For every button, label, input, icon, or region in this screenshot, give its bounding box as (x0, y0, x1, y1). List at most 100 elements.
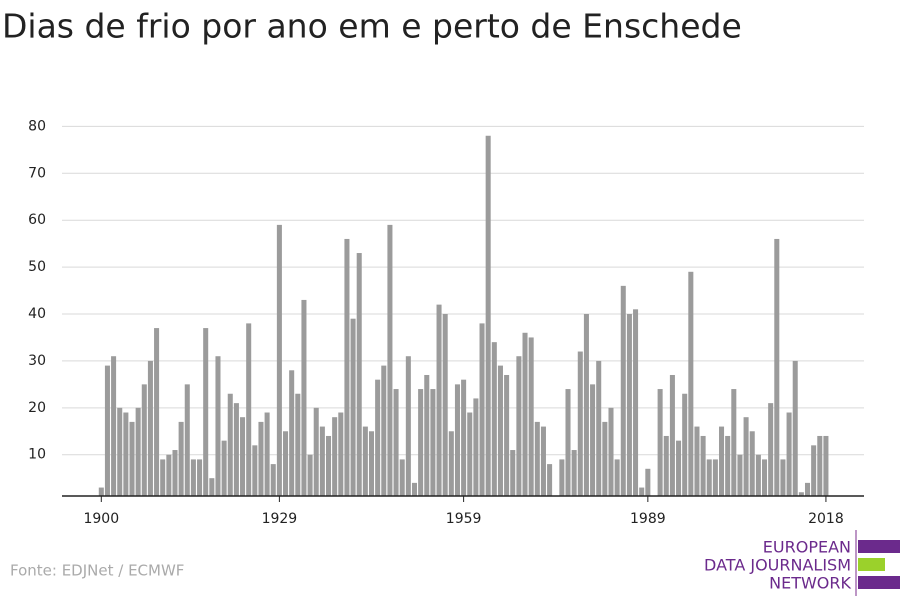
bar (620, 285, 626, 496)
bar (295, 393, 301, 496)
bar (497, 365, 503, 496)
bar (516, 356, 522, 496)
bar (743, 417, 749, 496)
logo-bar (858, 576, 900, 589)
bar (215, 356, 221, 496)
bar (344, 238, 350, 496)
bar (233, 403, 239, 496)
bar (129, 421, 135, 496)
bar (461, 379, 467, 496)
bar (633, 309, 639, 496)
bar (694, 426, 700, 496)
bar (817, 435, 823, 496)
bar (467, 412, 473, 496)
bar (442, 314, 448, 496)
bar (669, 374, 675, 496)
bar (338, 412, 344, 496)
bar (547, 464, 553, 496)
source: Fonte: EDJNet / ECMWF (10, 562, 184, 580)
bar (688, 271, 694, 496)
bar (135, 407, 141, 496)
bar (473, 398, 479, 496)
bar (319, 426, 325, 496)
bar (209, 478, 215, 496)
x-tick-label: 1989 (630, 511, 666, 527)
bar (98, 487, 104, 496)
bar (166, 454, 172, 496)
bar (792, 360, 798, 496)
bar (504, 374, 510, 496)
bar (411, 482, 418, 496)
bar (614, 459, 620, 496)
bar (479, 323, 485, 496)
y-tick-label: 30 (28, 353, 46, 369)
bar (362, 426, 368, 496)
logo-text: DATA JOURNALISM (704, 556, 851, 575)
bar (276, 224, 282, 496)
bar (571, 450, 577, 496)
bar (712, 459, 718, 496)
bar (559, 459, 565, 496)
y-tick-label: 40 (28, 306, 46, 322)
bar (147, 360, 153, 496)
logo-bar (858, 540, 900, 553)
bar (393, 389, 399, 496)
bar (749, 431, 755, 496)
bar (522, 332, 528, 496)
x-tick-label: 1900 (83, 511, 119, 527)
bar (240, 417, 246, 496)
bar (491, 342, 497, 496)
bar (737, 454, 743, 496)
bar (798, 492, 804, 496)
bar (172, 450, 178, 496)
x-tick-label: 1959 (446, 511, 482, 527)
x-tick-label: 2018 (808, 511, 844, 527)
bar (184, 384, 190, 496)
bar (141, 384, 147, 496)
bar (682, 393, 688, 496)
bar (424, 374, 430, 496)
bar (602, 421, 608, 496)
logo-text: NETWORK (769, 574, 851, 593)
bar (270, 464, 276, 496)
bar (768, 403, 774, 496)
bar (706, 459, 712, 496)
bar (454, 384, 460, 496)
bar (301, 299, 307, 496)
bar (252, 445, 258, 496)
bar (111, 356, 117, 496)
bar (160, 459, 166, 496)
chart-title: Dias de frio por ano em e perto de Ensch… (2, 7, 742, 46)
bar (786, 412, 792, 496)
bar (430, 389, 436, 496)
bar (583, 314, 589, 496)
bar (313, 407, 319, 496)
bar (154, 328, 160, 496)
logo: EUROPEAN DATA JOURNALISM NETWORK (704, 530, 900, 596)
bar (350, 318, 356, 496)
bar (203, 328, 209, 496)
bar (540, 426, 546, 496)
bar (436, 304, 442, 496)
bar (780, 459, 786, 496)
bar (246, 323, 252, 496)
bar (368, 431, 375, 496)
y-tick-label: 50 (28, 259, 46, 275)
bar (485, 135, 491, 496)
bar (283, 431, 289, 496)
bar (117, 407, 123, 496)
logo-text: EUROPEAN (763, 538, 851, 557)
bar (104, 365, 110, 496)
bar (381, 365, 387, 496)
bar (375, 379, 381, 496)
bar (178, 421, 184, 496)
bar (289, 370, 295, 496)
bar (510, 450, 516, 496)
bar (448, 431, 454, 496)
bar (657, 389, 663, 496)
bar (356, 253, 362, 496)
bar (528, 337, 534, 496)
bar (645, 468, 651, 496)
logo-bar (858, 558, 885, 571)
